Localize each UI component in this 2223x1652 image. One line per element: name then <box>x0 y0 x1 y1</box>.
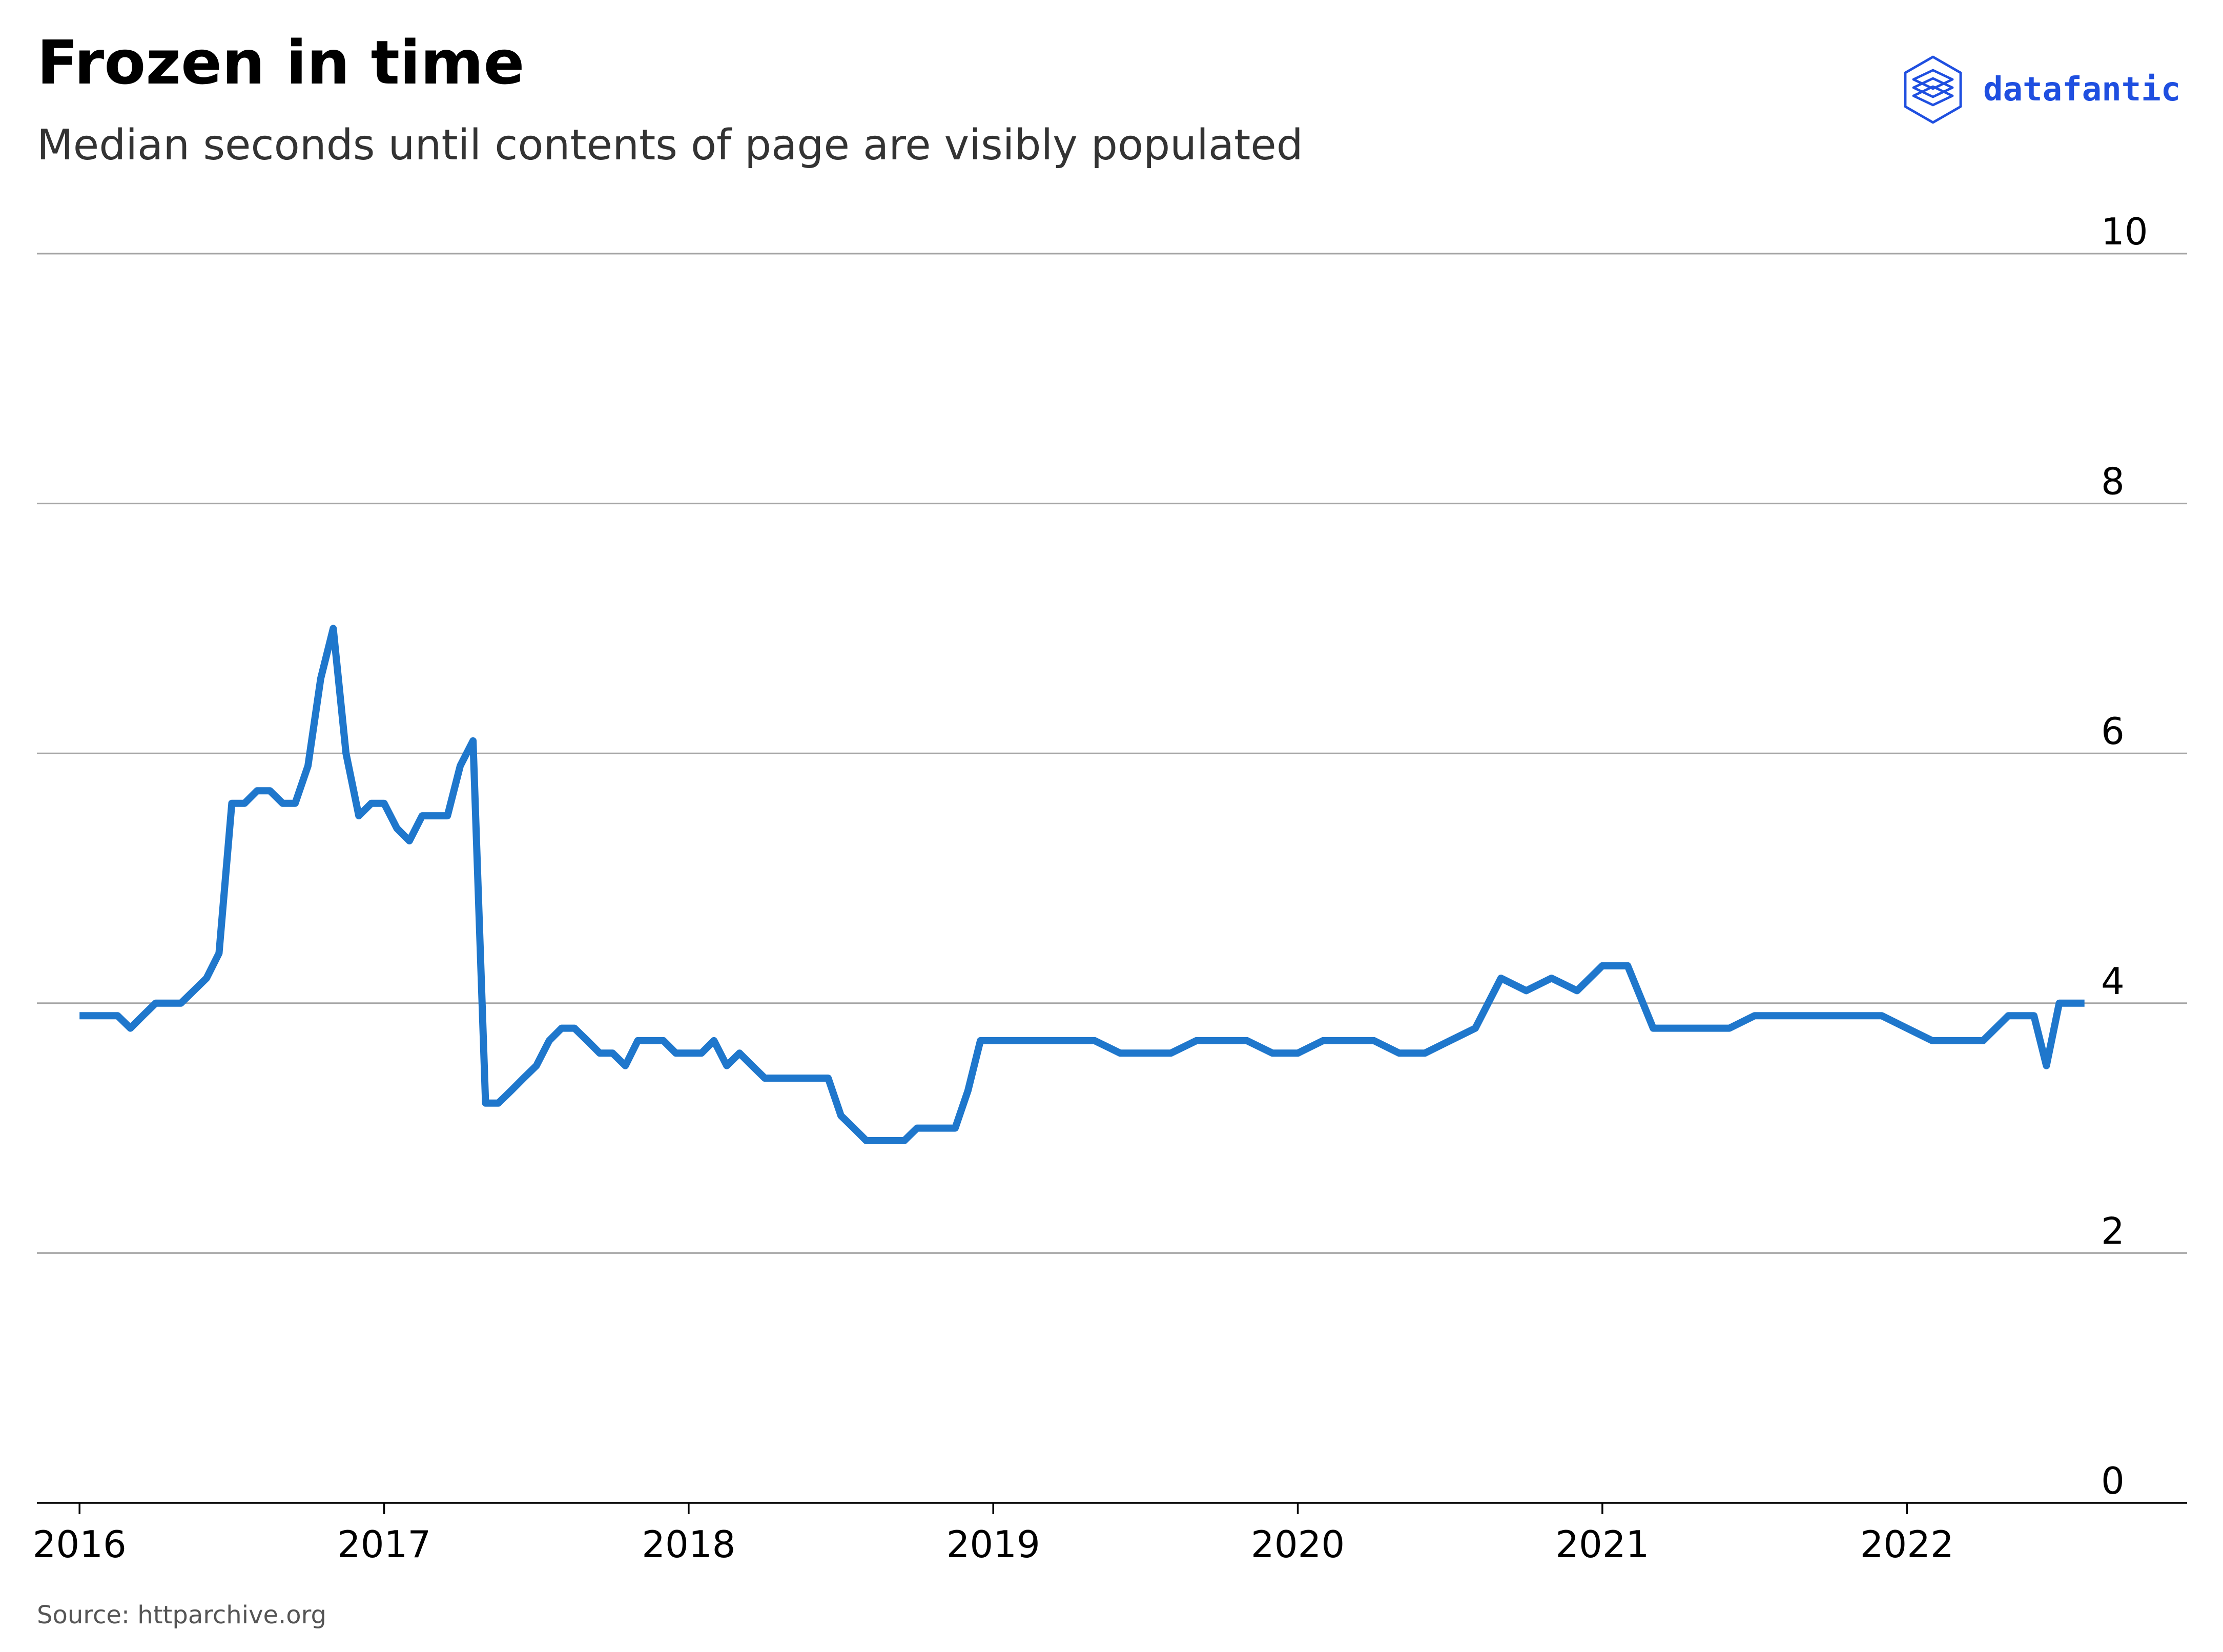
chart-title: Frozen in time <box>37 27 525 98</box>
source-note: Source: httparchive.org <box>37 1601 326 1629</box>
x-tick-label: 2019 <box>946 1523 1040 1566</box>
x-tick-label: 2016 <box>33 1523 127 1566</box>
x-tick-label: 2020 <box>1251 1523 1345 1566</box>
series-line-0 <box>79 625 2085 1144</box>
x-tick-label: 2022 <box>1860 1523 1954 1566</box>
y-tick-label: 2 <box>2101 1209 2125 1252</box>
y-tick-label: 10 <box>2101 210 2148 253</box>
y-tick-label: 8 <box>2101 460 2125 503</box>
x-tick-label: 2021 <box>1555 1523 1649 1566</box>
brand-name: datafantic <box>1983 71 2181 109</box>
layers-cube-icon <box>1904 55 1962 124</box>
y-tick-label: 4 <box>2101 960 2125 1003</box>
y-tick-label: 6 <box>2101 710 2125 753</box>
x-tick-label: 2018 <box>642 1523 735 1566</box>
chart-subtitle: Median seconds until contents of page ar… <box>37 121 1303 170</box>
brand-logo: datafantic <box>1901 51 2180 128</box>
y-tick-label: 0 <box>2101 1459 2125 1502</box>
x-tick-label: 2017 <box>337 1523 431 1566</box>
